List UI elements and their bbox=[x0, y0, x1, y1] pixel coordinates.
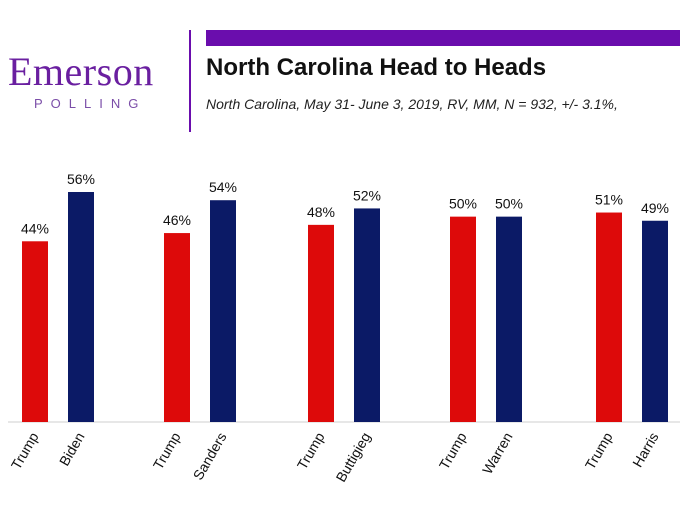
category-label: Harris bbox=[629, 430, 662, 470]
logo-wordmark: Emerson bbox=[8, 49, 154, 94]
category-label: Trump bbox=[8, 429, 42, 472]
chart-subtitle: North Carolina, May 31- June 3, 2019, RV… bbox=[206, 96, 618, 112]
bar-trump-3 bbox=[450, 216, 476, 422]
bar-biden-0 bbox=[68, 192, 94, 422]
category-label: Sanders bbox=[190, 430, 230, 483]
bar-buttigieg-2 bbox=[354, 208, 380, 422]
bar-trump-1 bbox=[164, 233, 190, 422]
bar-warren-3 bbox=[496, 216, 522, 422]
category-label: Trump bbox=[150, 429, 184, 472]
category-label: Trump bbox=[436, 429, 470, 472]
header-accent-bar bbox=[206, 30, 680, 46]
data-label: 46% bbox=[163, 212, 191, 228]
emerson-polling-logo: Emerson POLLING bbox=[8, 49, 183, 112]
bar-harris-4 bbox=[642, 220, 668, 422]
bar-trump-0 bbox=[22, 241, 48, 422]
data-label: 48% bbox=[307, 204, 335, 220]
data-label: 52% bbox=[353, 187, 381, 203]
header-divider bbox=[189, 30, 191, 132]
data-label: 51% bbox=[595, 192, 623, 208]
logo-subtitle: POLLING bbox=[34, 96, 147, 111]
chart-title: North Carolina Head to Heads bbox=[206, 54, 547, 81]
data-label: 50% bbox=[449, 196, 477, 212]
category-label: Buttigieg bbox=[332, 430, 373, 485]
category-label: Warren bbox=[479, 430, 516, 477]
data-label: 44% bbox=[21, 220, 49, 236]
data-label: 56% bbox=[67, 171, 95, 187]
category-label: Trump bbox=[294, 429, 328, 472]
category-label: Biden bbox=[56, 430, 88, 469]
bar-trump-2 bbox=[308, 224, 334, 422]
data-label: 49% bbox=[641, 200, 669, 216]
data-label: 50% bbox=[495, 196, 523, 212]
bar-trump-4 bbox=[596, 212, 622, 422]
data-label: 54% bbox=[209, 179, 237, 195]
head-to-head-bar-chart: 44% Trump 56% Biden 46% Trump 54% Sanders 48% Tru… bbox=[8, 171, 680, 485]
bar-sanders-1 bbox=[210, 200, 236, 422]
category-label: Trump bbox=[582, 429, 616, 472]
